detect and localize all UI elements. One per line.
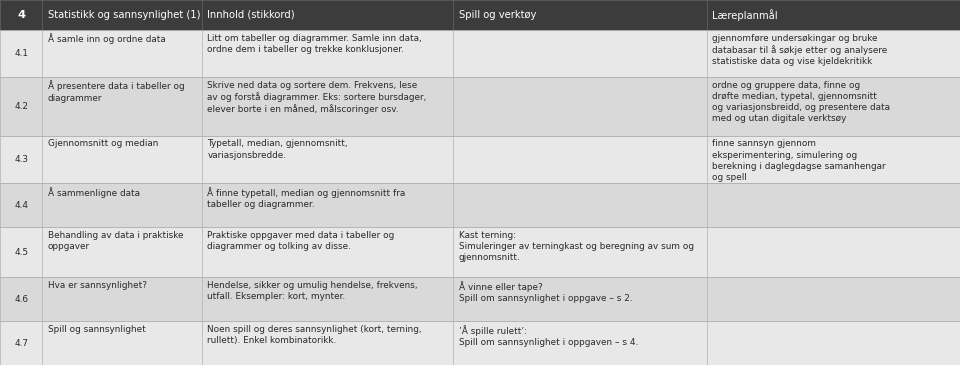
Bar bbox=[0, 277, 42, 321]
Bar bbox=[453, 277, 707, 321]
Text: Hva er sannsynlighet?: Hva er sannsynlighet? bbox=[48, 281, 147, 290]
Bar bbox=[202, 184, 453, 227]
Text: Hendelse, sikker og umulig hendelse, frekvens,
utfall. Eksempler: kort, mynter.: Hendelse, sikker og umulig hendelse, fre… bbox=[207, 281, 418, 301]
Bar bbox=[453, 136, 707, 184]
Bar bbox=[202, 30, 453, 77]
Bar bbox=[202, 0, 453, 30]
Bar bbox=[0, 30, 42, 77]
Bar bbox=[42, 277, 202, 321]
Bar bbox=[0, 77, 42, 136]
Text: Innhold (stikkord): Innhold (stikkord) bbox=[207, 10, 295, 20]
Text: Å sammenligne data: Å sammenligne data bbox=[48, 187, 140, 198]
Text: Kast terning:
Simuleringer av terningkast og beregning av sum og
gjennomsnitt.: Kast terning: Simuleringer av terningkas… bbox=[459, 231, 694, 262]
Bar bbox=[453, 184, 707, 227]
Bar bbox=[202, 77, 453, 136]
Text: gjennomføre undersøkingar og bruke
databasar til å søkje etter og analysere
stat: gjennomføre undersøkingar og bruke datab… bbox=[712, 34, 888, 66]
Text: Praktiske oppgaver med data i tabeller og
diagrammer og tolking av disse.: Praktiske oppgaver med data i tabeller o… bbox=[207, 231, 395, 251]
Text: ordne og gruppere data, finne og
drøfte median, typetal, gjennomsnitt
og variasj: ordne og gruppere data, finne og drøfte … bbox=[712, 81, 890, 123]
Bar bbox=[0, 227, 42, 277]
Bar bbox=[453, 227, 707, 277]
Bar bbox=[707, 0, 960, 30]
Text: Spill og sannsynlighet: Spill og sannsynlighet bbox=[48, 325, 146, 334]
Bar bbox=[707, 227, 960, 277]
Bar bbox=[453, 0, 707, 30]
Text: Å samle inn og ordne data: Å samle inn og ordne data bbox=[48, 34, 166, 45]
Text: 4.3: 4.3 bbox=[14, 155, 28, 164]
Text: 4.4: 4.4 bbox=[14, 201, 28, 210]
Bar bbox=[202, 227, 453, 277]
Text: Typetall, median, gjennomsnitt,
variasjonsbredde.: Typetall, median, gjennomsnitt, variasjo… bbox=[207, 139, 348, 160]
Bar bbox=[707, 136, 960, 184]
Bar bbox=[42, 77, 202, 136]
Text: 4.5: 4.5 bbox=[14, 248, 28, 257]
Text: Litt om tabeller og diagrammer. Samle inn data,
ordne dem i tabeller og trekke k: Litt om tabeller og diagrammer. Samle in… bbox=[207, 34, 422, 54]
Bar bbox=[42, 184, 202, 227]
Text: Å finne typetall, median og gjennomsnitt fra
tabeller og diagrammer.: Å finne typetall, median og gjennomsnitt… bbox=[207, 187, 406, 209]
Text: Noen spill og deres sannsynlighet (kort, terning,
rullett). Enkel kombinatorikk.: Noen spill og deres sannsynlighet (kort,… bbox=[207, 325, 422, 345]
Text: Å presentere data i tabeller og
diagrammer: Å presentere data i tabeller og diagramm… bbox=[48, 81, 184, 103]
Bar bbox=[42, 0, 202, 30]
Bar bbox=[42, 321, 202, 365]
Bar bbox=[707, 30, 960, 77]
Bar bbox=[202, 136, 453, 184]
Bar bbox=[453, 321, 707, 365]
Text: Læreplanmål: Læreplanmål bbox=[712, 9, 778, 21]
Text: Gjennomsnitt og median: Gjennomsnitt og median bbox=[48, 139, 158, 149]
Text: 4.1: 4.1 bbox=[14, 49, 28, 58]
Bar bbox=[42, 30, 202, 77]
Text: Å vinne eller tape?
Spill om sannsynlighet i oppgave – s 2.: Å vinne eller tape? Spill om sannsynligh… bbox=[459, 281, 633, 303]
Bar bbox=[42, 227, 202, 277]
Bar bbox=[0, 321, 42, 365]
Text: Spill og verktøy: Spill og verktøy bbox=[459, 10, 537, 20]
Text: ’Å spille rulett’:
Spill om sannsynlighet i oppgaven – s 4.: ’Å spille rulett’: Spill om sannsynlighe… bbox=[459, 325, 638, 347]
Text: 4.7: 4.7 bbox=[14, 338, 28, 347]
Text: finne sannsyn gjennom
eksperimentering, simulering og
berekning i daglegdagse sa: finne sannsyn gjennom eksperimentering, … bbox=[712, 139, 886, 182]
Text: 4.2: 4.2 bbox=[14, 102, 28, 111]
Bar bbox=[0, 184, 42, 227]
Bar bbox=[453, 77, 707, 136]
Bar bbox=[707, 184, 960, 227]
Text: Statistikk og sannsynlighet (1): Statistikk og sannsynlighet (1) bbox=[48, 10, 201, 20]
Bar bbox=[42, 136, 202, 184]
Bar bbox=[707, 77, 960, 136]
Text: 4: 4 bbox=[17, 10, 25, 20]
Text: 4.6: 4.6 bbox=[14, 295, 28, 304]
Bar bbox=[707, 277, 960, 321]
Bar bbox=[202, 277, 453, 321]
Bar bbox=[202, 321, 453, 365]
Text: Behandling av data i praktiske
oppgaver: Behandling av data i praktiske oppgaver bbox=[48, 231, 183, 251]
Bar bbox=[707, 321, 960, 365]
Bar bbox=[0, 136, 42, 184]
Text: Skrive ned data og sortere dem. Frekvens, lese
av og forstå diagrammer. Eks: sor: Skrive ned data og sortere dem. Frekvens… bbox=[207, 81, 427, 114]
Bar bbox=[453, 30, 707, 77]
Bar bbox=[0, 0, 42, 30]
